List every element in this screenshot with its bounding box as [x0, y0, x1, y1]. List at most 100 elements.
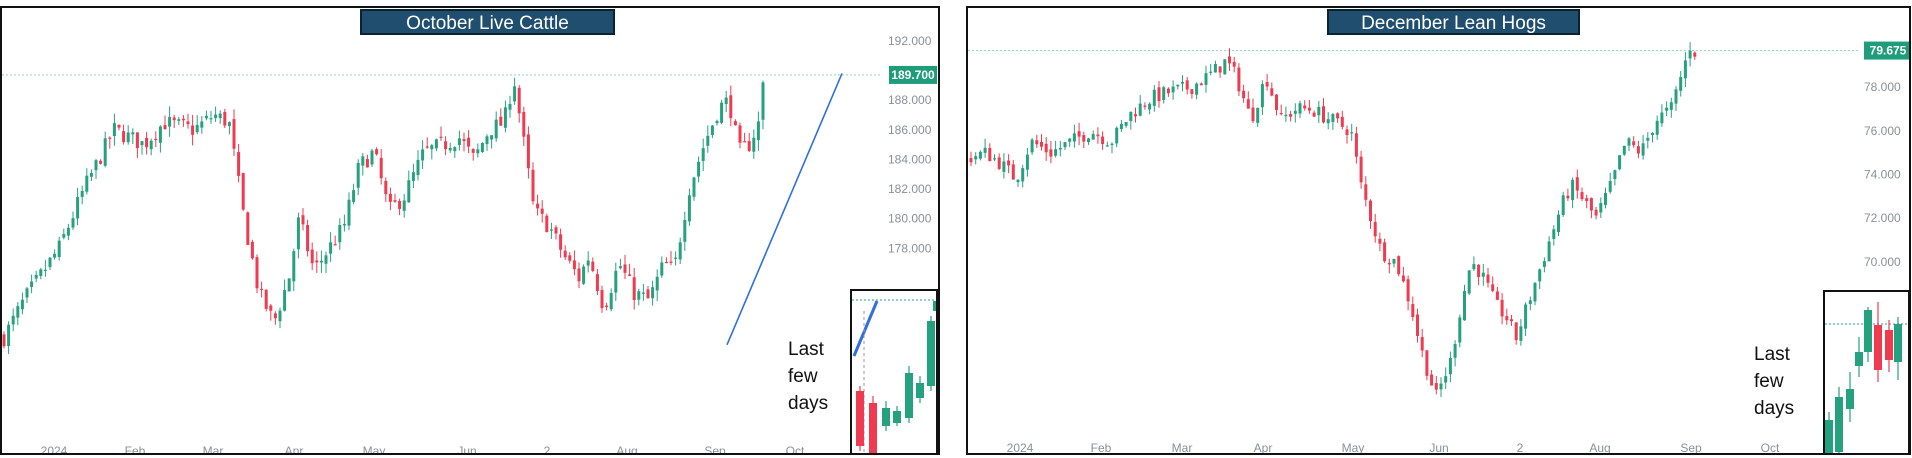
candle-down — [1373, 221, 1377, 237]
candle-up — [1458, 317, 1462, 343]
candle-up — [1204, 73, 1208, 85]
candle-up — [158, 126, 162, 143]
candle-up — [430, 145, 434, 150]
candle-down — [522, 112, 526, 137]
x-tick-label: 2 — [1517, 441, 1524, 455]
candle-down — [623, 264, 627, 273]
candle-up — [978, 151, 982, 159]
candle-down — [1134, 114, 1137, 117]
candle-up — [1467, 270, 1471, 294]
y-tick-label: 188.000 — [888, 93, 932, 107]
candle-up — [1660, 112, 1664, 124]
candle-down — [540, 208, 544, 214]
candle-down — [1486, 274, 1490, 283]
candle-down — [605, 305, 609, 308]
candle-down — [439, 136, 443, 138]
candle-up — [94, 160, 98, 171]
candle-down — [1101, 136, 1105, 145]
inset-candle-up — [882, 408, 890, 426]
y-tick-label: 186.000 — [888, 123, 932, 137]
candle-up — [39, 269, 43, 277]
candle-down — [988, 147, 992, 162]
candle-up — [1350, 132, 1354, 134]
inset-candle-down — [1885, 330, 1893, 360]
chart-title-lean-hogs: December Lean Hogs — [1327, 9, 1580, 35]
candle-up — [112, 123, 116, 137]
x-tick-label: Jun — [1429, 441, 1448, 455]
candle-down — [1082, 135, 1086, 142]
candle-up — [66, 227, 70, 236]
candle-up — [1223, 59, 1227, 75]
candle-up — [1030, 139, 1034, 153]
candle-down — [997, 157, 1001, 169]
candle-down — [568, 255, 572, 261]
candle-up — [1444, 376, 1448, 383]
candle-down — [1251, 107, 1255, 122]
candle-up — [416, 159, 420, 176]
candle-up — [710, 125, 714, 135]
candle-up — [324, 255, 328, 264]
candle-up — [1669, 102, 1673, 110]
candle-down — [2, 334, 6, 347]
candle-up — [480, 142, 484, 153]
last-price-label: 189.700 — [891, 68, 935, 82]
candle-down — [1275, 94, 1278, 111]
inset-candle-up — [1846, 389, 1854, 409]
candle-up — [407, 180, 411, 203]
candle-up — [53, 253, 57, 258]
candle-down — [333, 244, 337, 246]
candle-down — [269, 305, 273, 311]
candle-down — [241, 173, 245, 210]
candle-down — [1040, 141, 1043, 147]
candle-down — [517, 87, 521, 114]
candle-down — [563, 250, 567, 258]
candle-down — [1237, 67, 1241, 92]
last-price-badge — [889, 65, 937, 84]
inset-candle-down — [856, 391, 864, 446]
candle-up — [503, 107, 507, 128]
candle-up — [1538, 269, 1542, 282]
candle-down — [1505, 316, 1509, 321]
candle-down — [379, 157, 383, 179]
candle-down — [1185, 80, 1189, 90]
candle-down — [260, 288, 264, 291]
x-tick-label: Apr — [1254, 441, 1273, 455]
candle-up — [356, 162, 360, 188]
inset-candle-down — [1874, 325, 1882, 370]
candle-up — [1124, 122, 1128, 126]
candle-down — [237, 152, 241, 176]
candle-up — [25, 288, 29, 298]
candle-up — [30, 281, 34, 287]
candle-down — [1270, 88, 1274, 96]
candle-up — [692, 177, 696, 197]
candle-down — [646, 289, 650, 299]
x-tick-label: Aug — [1589, 441, 1610, 455]
candle-up — [720, 102, 724, 123]
candle-up — [11, 315, 15, 325]
candle-down — [1007, 160, 1011, 166]
candle-down — [384, 180, 388, 195]
candle-up — [655, 276, 659, 291]
candle-up — [177, 119, 181, 121]
candle-down — [536, 203, 540, 209]
live-cattle-candlestick-chart: 192.000190.000188.000186.000184.000182.0… — [2, 34, 937, 455]
candle-up — [80, 190, 84, 197]
x-tick-label: Mar — [1172, 441, 1193, 455]
candle-up — [1542, 261, 1546, 267]
candle-up — [342, 223, 346, 226]
candle-down — [738, 125, 742, 143]
candle-up — [1021, 168, 1025, 182]
candle-down — [1575, 177, 1579, 191]
candle-down — [1566, 195, 1570, 199]
inset-note-lean-hogs: Last few days — [1754, 344, 1795, 419]
candle-up — [85, 175, 89, 192]
candle-up — [149, 140, 153, 150]
candle-up — [20, 299, 24, 310]
inset-candle-up — [893, 411, 901, 423]
inset-candle-up — [933, 301, 936, 311]
candle-up — [1608, 181, 1612, 192]
candle-up — [352, 190, 356, 202]
candle-down — [246, 212, 250, 245]
candle-up — [1674, 89, 1678, 104]
x-tick-label: May — [363, 444, 386, 455]
